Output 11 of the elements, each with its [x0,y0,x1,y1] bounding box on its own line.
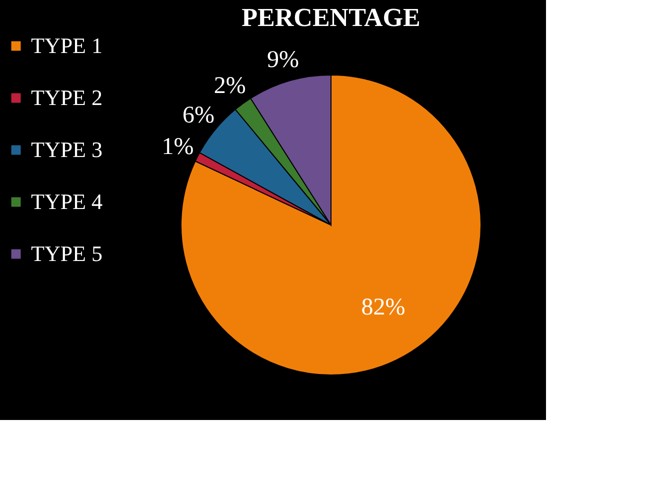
legend-label: TYPE 1 [31,33,102,58]
legend-label: TYPE 4 [31,189,102,214]
legend-label: TYPE 5 [31,241,102,266]
chart-title: PERCENTAGE [242,3,420,32]
data-label: 6% [182,102,214,128]
legend-label: TYPE 3 [31,137,102,162]
data-label: 9% [267,46,300,73]
data-label: 2% [214,72,246,99]
data-label: 1% [162,134,194,160]
data-label: 82% [361,294,406,320]
legend-label: TYPE 2 [31,85,102,110]
